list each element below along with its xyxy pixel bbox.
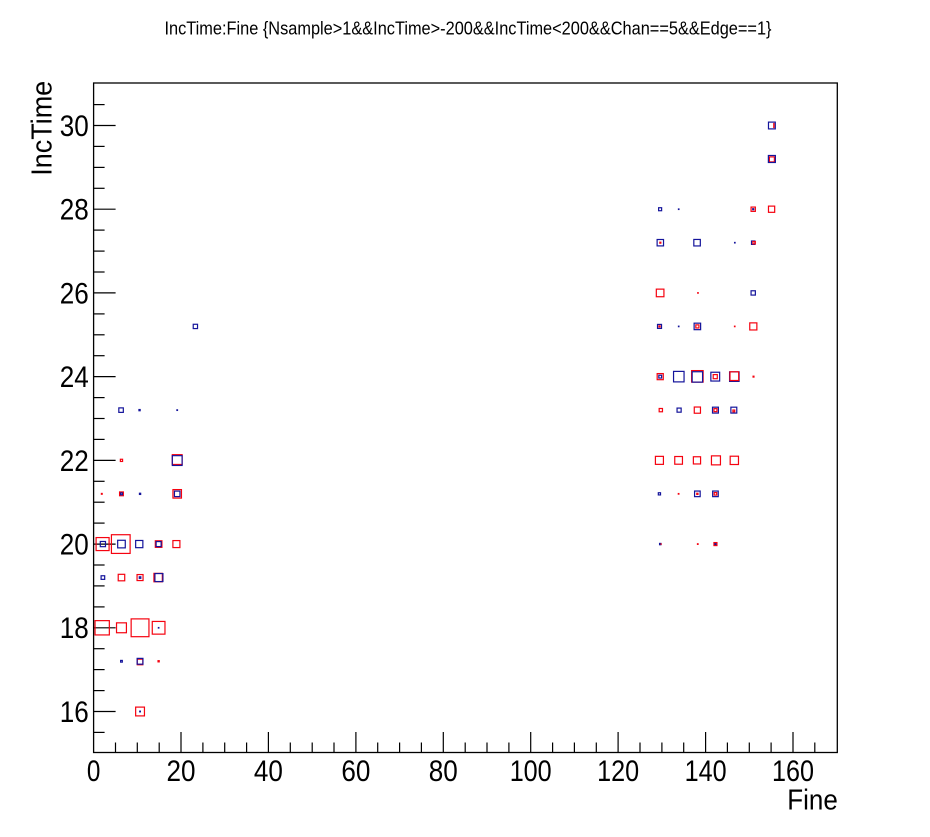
svg-text:IncTime: IncTime (26, 81, 58, 176)
svg-text:24: 24 (60, 361, 89, 394)
svg-text:18: 18 (60, 612, 89, 645)
svg-text:0: 0 (87, 755, 101, 788)
svg-text:26: 26 (60, 277, 89, 310)
svg-text:160: 160 (772, 755, 814, 788)
svg-text:28: 28 (60, 194, 89, 227)
svg-text:60: 60 (341, 755, 370, 788)
svg-text:120: 120 (597, 755, 639, 788)
svg-text:16: 16 (60, 696, 89, 729)
svg-text:140: 140 (685, 755, 727, 788)
svg-text:22: 22 (60, 445, 89, 478)
svg-text:IncTime:Fine {Nsample>1&&IncTi: IncTime:Fine {Nsample>1&&IncTime>-200&&I… (165, 17, 772, 38)
svg-text:20: 20 (167, 755, 196, 788)
svg-text:30: 30 (60, 110, 89, 143)
svg-text:100: 100 (510, 755, 552, 788)
svg-text:Fine: Fine (787, 784, 838, 816)
svg-text:40: 40 (254, 755, 283, 788)
svg-text:80: 80 (429, 755, 458, 788)
svg-text:20: 20 (60, 529, 89, 562)
